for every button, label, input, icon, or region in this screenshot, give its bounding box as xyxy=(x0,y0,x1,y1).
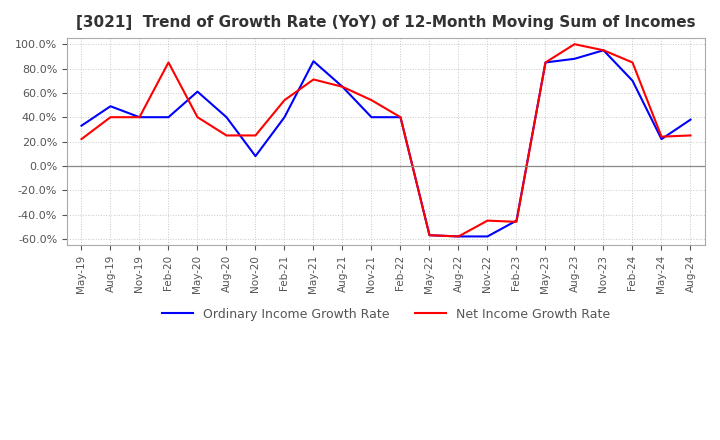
Line: Ordinary Income Growth Rate: Ordinary Income Growth Rate xyxy=(81,50,690,236)
Ordinary Income Growth Rate xyxy=(396,114,405,120)
Net Income Growth Rate xyxy=(164,60,173,65)
Ordinary Income Growth Rate xyxy=(686,117,695,122)
Ordinary Income Growth Rate xyxy=(541,60,550,65)
Ordinary Income Growth Rate xyxy=(512,218,521,223)
Net Income Growth Rate xyxy=(657,134,666,139)
Legend: Ordinary Income Growth Rate, Net Income Growth Rate: Ordinary Income Growth Rate, Net Income … xyxy=(157,303,615,326)
Ordinary Income Growth Rate xyxy=(222,114,231,120)
Ordinary Income Growth Rate xyxy=(77,123,86,128)
Net Income Growth Rate xyxy=(280,98,289,103)
Net Income Growth Rate xyxy=(628,60,636,65)
Ordinary Income Growth Rate xyxy=(483,234,492,239)
Net Income Growth Rate xyxy=(686,133,695,138)
Ordinary Income Growth Rate xyxy=(570,56,579,62)
Ordinary Income Growth Rate xyxy=(338,84,347,89)
Net Income Growth Rate xyxy=(251,133,260,138)
Ordinary Income Growth Rate xyxy=(193,89,202,94)
Ordinary Income Growth Rate xyxy=(106,103,114,109)
Net Income Growth Rate xyxy=(222,133,231,138)
Ordinary Income Growth Rate xyxy=(251,154,260,159)
Net Income Growth Rate xyxy=(426,233,434,238)
Net Income Growth Rate xyxy=(483,218,492,223)
Net Income Growth Rate xyxy=(512,219,521,224)
Ordinary Income Growth Rate xyxy=(628,78,636,83)
Ordinary Income Growth Rate xyxy=(454,234,463,239)
Net Income Growth Rate xyxy=(570,41,579,47)
Ordinary Income Growth Rate xyxy=(367,114,376,120)
Net Income Growth Rate xyxy=(599,48,608,53)
Net Income Growth Rate xyxy=(106,114,114,120)
Net Income Growth Rate xyxy=(77,136,86,142)
Net Income Growth Rate xyxy=(193,114,202,120)
Net Income Growth Rate xyxy=(396,114,405,120)
Ordinary Income Growth Rate xyxy=(657,136,666,142)
Net Income Growth Rate xyxy=(454,234,463,239)
Title: [3021]  Trend of Growth Rate (YoY) of 12-Month Moving Sum of Incomes: [3021] Trend of Growth Rate (YoY) of 12-… xyxy=(76,15,696,30)
Net Income Growth Rate xyxy=(309,77,318,82)
Ordinary Income Growth Rate xyxy=(309,59,318,64)
Ordinary Income Growth Rate xyxy=(164,114,173,120)
Line: Net Income Growth Rate: Net Income Growth Rate xyxy=(81,44,690,236)
Ordinary Income Growth Rate xyxy=(135,114,144,120)
Net Income Growth Rate xyxy=(367,98,376,103)
Net Income Growth Rate xyxy=(541,60,550,65)
Ordinary Income Growth Rate xyxy=(426,233,434,238)
Net Income Growth Rate xyxy=(338,84,347,89)
Ordinary Income Growth Rate xyxy=(280,114,289,120)
Ordinary Income Growth Rate xyxy=(599,48,608,53)
Net Income Growth Rate xyxy=(135,114,144,120)
